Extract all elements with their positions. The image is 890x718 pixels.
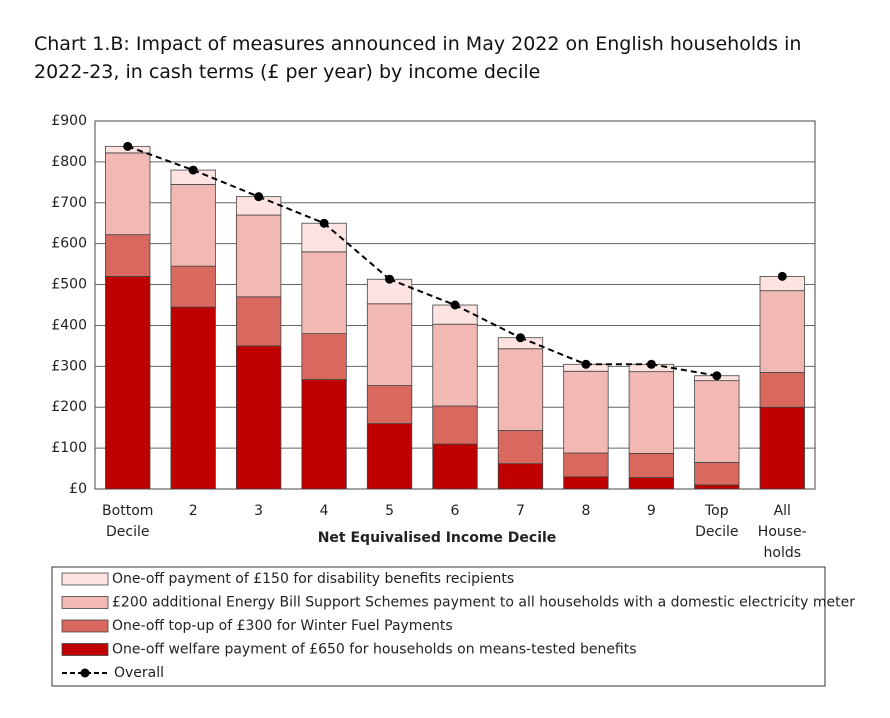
bar-segment (694, 484, 740, 490)
x-tick-label: Top Decile (695, 503, 738, 540)
overall-marker (515, 333, 525, 343)
bar-segment (563, 476, 609, 490)
bar-segment (759, 372, 805, 408)
y-tick-label: £0 (69, 481, 87, 497)
bar-segment (170, 265, 216, 308)
bar-segment (497, 348, 544, 431)
y-tick-label: £400 (51, 317, 87, 333)
overall-line (323, 222, 391, 280)
x-tick-label: 5 (385, 503, 394, 519)
x-tick-label: 3 (254, 503, 263, 519)
bar-segment (563, 370, 609, 454)
legend-swatch (61, 572, 109, 586)
y-tick-label: £300 (51, 358, 87, 374)
legend-box (51, 566, 826, 687)
y-tick-label: £600 (51, 236, 87, 252)
overall-line (651, 363, 717, 377)
y-tick-label: £500 (51, 277, 87, 293)
bar-segment (497, 463, 544, 490)
bar-segment (759, 290, 805, 373)
bar-segment (759, 406, 805, 490)
bar-segment (170, 183, 216, 267)
overall-marker (581, 359, 591, 369)
bar-segment (628, 477, 675, 490)
y-tick-label: £900 (51, 113, 87, 129)
overall-marker (712, 371, 722, 381)
overall-marker (254, 192, 264, 202)
x-axis-label: Net Equivalised Income Decile (318, 530, 557, 546)
x-tick-label: 8 (581, 503, 590, 519)
bar-segment (628, 453, 675, 478)
overall-marker (646, 359, 656, 369)
legend-label: One-off top-up of £300 for Winter Fuel P… (112, 618, 453, 634)
bar-segment (170, 306, 216, 490)
y-tick-label: £100 (51, 440, 87, 456)
overall-marker (385, 274, 395, 284)
bar-segment (105, 152, 151, 236)
bar-segment (432, 323, 478, 407)
y-tick-label: £800 (51, 154, 87, 170)
legend-label: Overall (114, 665, 164, 681)
overall-line (258, 195, 325, 225)
bar-segment (432, 443, 478, 490)
bar-segment (366, 385, 413, 424)
overall-marker (188, 165, 198, 175)
legend-label: One-off welfare payment of £650 for hous… (112, 642, 637, 658)
overall-line (389, 278, 456, 306)
bar-segment (694, 462, 740, 486)
bar-segment (235, 214, 282, 298)
legend-label: One-off payment of £150 for disability b… (112, 571, 514, 587)
bar-segment (235, 345, 282, 490)
bar-segment (301, 333, 347, 380)
overall-marker (319, 218, 329, 228)
overall-line (454, 304, 521, 339)
bar-segment (301, 251, 347, 335)
x-tick-label: 9 (647, 503, 656, 519)
bar-segment (366, 303, 413, 386)
y-tick-label: £200 (51, 399, 87, 415)
bar-segment (366, 423, 413, 490)
legend-marker (80, 668, 90, 678)
overall-marker (450, 300, 460, 310)
chart-title: Chart 1.B: Impact of measures announced … (34, 33, 802, 83)
bar-segment (432, 405, 478, 445)
overall-marker (123, 141, 133, 151)
bar-segment (235, 296, 282, 347)
y-tick-label: £700 (51, 195, 87, 211)
overall-marker (777, 271, 787, 281)
bar-segment (694, 380, 740, 463)
legend-label: £200 additional Energy Bill Support Sche… (112, 595, 855, 611)
x-tick-label: 6 (451, 503, 460, 519)
bar-segment (497, 430, 544, 465)
x-tick-label: Bottom Decile (102, 503, 153, 540)
legend-swatch (61, 643, 109, 656)
bar-segment (628, 371, 675, 454)
bar-segment (105, 275, 151, 490)
bar-segment (105, 234, 151, 277)
x-tick-label: 4 (320, 503, 329, 519)
legend-swatch (61, 619, 109, 633)
bar-segment (563, 452, 609, 478)
x-tick-label: All House-holds (758, 503, 807, 561)
x-tick-label: 2 (189, 503, 198, 519)
bar-segment (301, 222, 347, 253)
overall-line (127, 145, 194, 172)
bar-segment (301, 379, 347, 490)
x-tick-label: 7 (516, 503, 525, 519)
overall-line (192, 169, 260, 198)
overall-line (520, 336, 587, 366)
legend-swatch (61, 596, 109, 609)
